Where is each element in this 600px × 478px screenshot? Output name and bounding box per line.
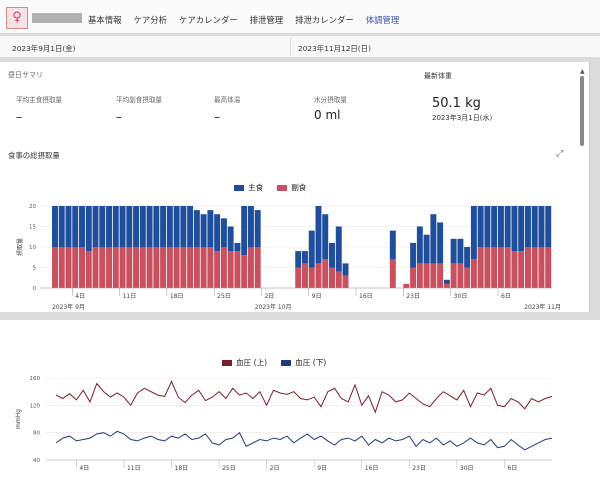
latest-weight-date: 2023年3月1日(水) [432,114,493,122]
date-separator [290,38,291,56]
nav-basic-info[interactable]: 基本情報 [88,15,122,25]
end-date-field[interactable]: 2023年11月12日(日) [298,44,371,53]
water-intake-value: 0 ml [314,108,341,122]
avg-main-meal-value: – [16,110,22,124]
redacted-user-name [32,13,82,23]
legend-main-label[interactable]: 主食 [248,183,264,192]
date-range-bar: 2023年9月1日(金) 2023年11月12日(日) [0,36,600,58]
scroll-up-icon[interactable]: ▲ [580,68,585,75]
latest-weight-value: 50.1 kg [432,96,481,111]
nav-care-calendar[interactable]: ケアカレンダー [179,15,238,25]
legend-side-swatch [277,184,288,191]
user-icon: ♀ [12,10,22,25]
legend-bp-lower-label[interactable]: 血圧 (下) [295,358,327,367]
start-date-field[interactable]: 2023年9月1日(金) [12,44,76,53]
nav-excretion-calendar[interactable]: 排泄カレンダー [295,15,354,25]
legend-bp-upper-label[interactable]: 血圧 (上) [236,358,268,367]
top-bar: ♀ 基本情報 ケア分析 ケアカレンダー 排泄管理 排泄カレンダー 体調管理 [0,0,600,34]
avg-side-meal-value: – [116,110,122,124]
summary-title: 昼日サマリ [8,71,43,79]
legend-side-label[interactable]: 副食 [291,183,307,192]
main-nav: 基本情報 ケア分析 ケアカレンダー 排泄管理 排泄カレンダー 体調管理 [88,14,411,26]
avatar[interactable]: ♀ [6,7,28,29]
blood-pressure-card [0,320,600,478]
avg-main-meal-label: 平均主食摂取量 [16,96,63,104]
nav-excretion-management[interactable]: 排泄管理 [249,15,284,25]
expand-icon[interactable]: ⤢ [556,149,564,159]
max-temp-label: 最高体温 [214,96,241,104]
meal-chart-legend: 主食 副食 [234,182,320,193]
avg-side-meal-label: 平均副食摂取量 [116,96,163,104]
scrollbar-thumb[interactable] [580,76,584,146]
latest-weight-label: 最新体重 [424,72,452,80]
water-intake-label: 水分摂取量 [314,96,347,104]
legend-bp-lower-swatch [281,359,292,366]
legend-bp-upper-swatch [222,359,232,366]
nav-health-management[interactable]: 体調管理 [365,15,400,25]
max-temp-value: – [214,110,220,124]
legend-main-swatch [234,184,244,191]
nav-care-analysis[interactable]: ケア分析 [133,15,168,25]
bp-chart-legend: 血圧 (上) 血圧 (下) [222,357,340,368]
meal-chart-title: 食事の総摂取量 [8,151,60,160]
